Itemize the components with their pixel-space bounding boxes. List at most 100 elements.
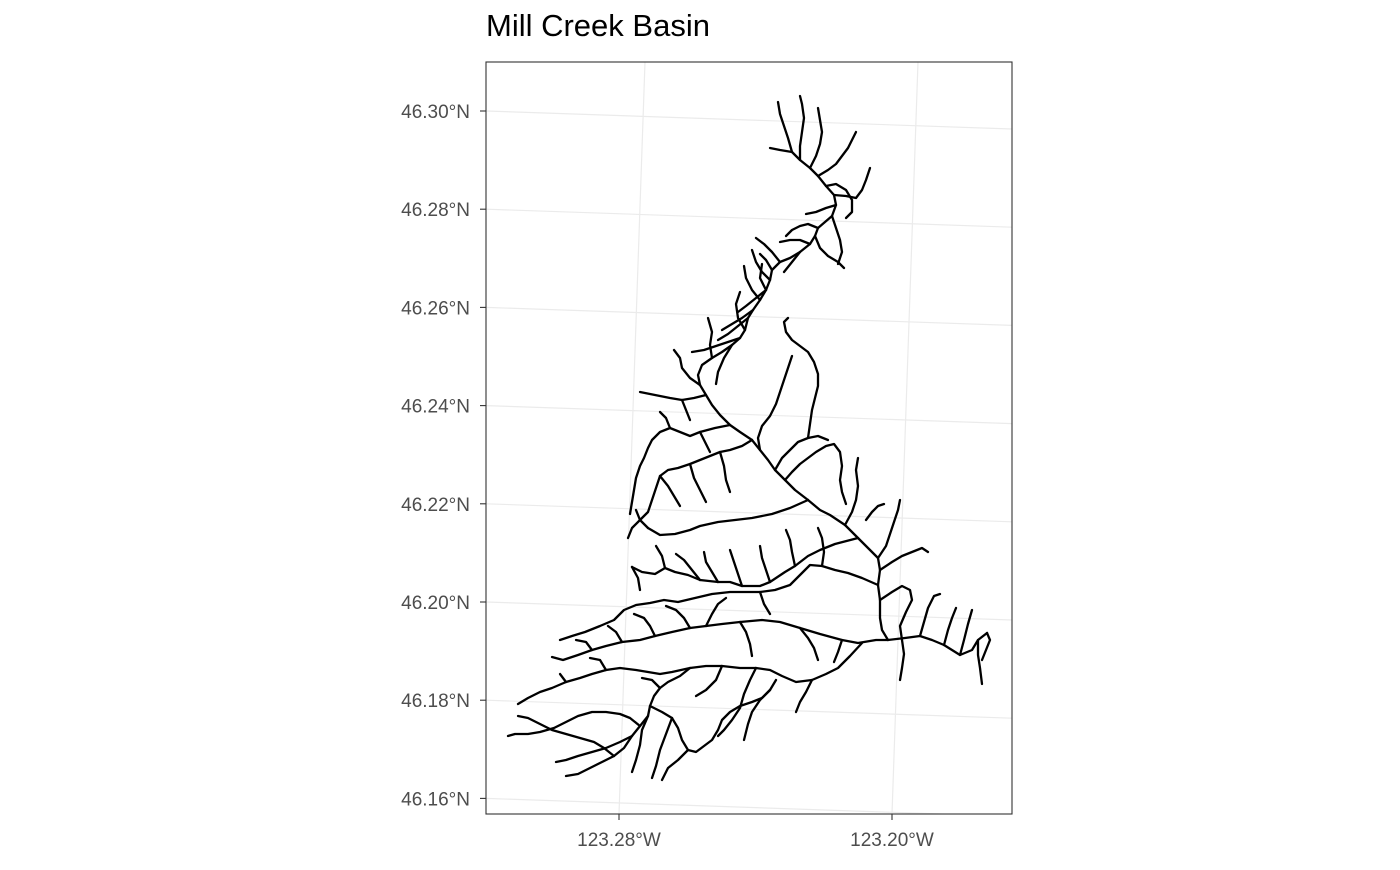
x-tick-label: 123.28°W: [577, 830, 661, 851]
stream-segment: [830, 214, 844, 266]
stream-segment: [750, 248, 772, 282]
y-tick-label: 46.30°N: [401, 102, 470, 123]
y-axis: 46.30°N 46.28°N 46.26°N 46.24°N 46.22°N 46.20…: [401, 102, 486, 810]
y-tick-label: 46.24°N: [401, 397, 470, 418]
stream-segment: [824, 182, 854, 220]
stream-segment: [813, 234, 846, 270]
stream-segment: [773, 434, 830, 472]
map-title: Mill Creek Basin: [486, 8, 710, 43]
stream-segment: [742, 688, 772, 742]
stream-segment: [634, 508, 650, 530]
stream-segment: [754, 236, 782, 264]
stream-segment: [630, 714, 650, 774]
stream-segment: [784, 222, 820, 238]
stream-segment: [768, 146, 794, 154]
parallel-gridline: [486, 503, 1012, 523]
stream-segment: [694, 664, 724, 698]
stream-segment: [650, 716, 674, 780]
stream-segment: [698, 430, 712, 454]
stream-segment: [630, 536, 860, 588]
y-tick-label: 46.16°N: [401, 789, 470, 810]
stream-segment: [696, 150, 890, 642]
y-tick-label: 46.22°N: [401, 495, 470, 516]
stream-segment: [588, 656, 608, 672]
stream-segment: [550, 618, 989, 662]
stream-segment: [798, 626, 820, 662]
stream-segment: [716, 316, 750, 342]
parallel-gridline: [486, 208, 1012, 228]
stream-segment: [648, 678, 778, 754]
stream-network: [506, 94, 992, 782]
stream-segment: [660, 748, 690, 782]
stream-segment: [784, 528, 797, 568]
stream-segment: [758, 590, 772, 616]
stream-segment: [632, 612, 657, 638]
stream-segment: [756, 354, 794, 452]
meridian-gridline: [618, 62, 646, 814]
stream-segment: [640, 676, 662, 690]
stream-segment: [646, 498, 810, 537]
panel-border: [485, 61, 1013, 815]
stream-segment: [690, 336, 742, 354]
parallel-gridline: [486, 110, 1012, 130]
stream-segment: [816, 130, 858, 178]
stream-segment: [742, 264, 762, 302]
y-tick-label: 46.18°N: [401, 691, 470, 712]
stream-segment: [506, 710, 642, 738]
stream-segment: [674, 552, 702, 582]
stream-segment: [738, 620, 754, 658]
stream-segment: [782, 316, 820, 440]
stream-segment: [706, 316, 714, 360]
y-tick-label: 46.28°N: [401, 200, 470, 221]
stream-segment: [758, 544, 772, 584]
stream-segment: [606, 624, 624, 644]
stream-segment: [630, 565, 642, 592]
x-tick-label: 123.20°W: [850, 830, 934, 851]
stream-segment: [776, 100, 794, 154]
stream-segment: [728, 548, 744, 588]
stream-segment: [628, 423, 732, 516]
stream-segment: [558, 563, 880, 642]
stream-segment: [574, 638, 594, 652]
stream-segment: [758, 262, 768, 292]
stream-segment: [878, 584, 914, 682]
stream-segment: [720, 308, 755, 332]
stream-segment: [808, 106, 824, 170]
stream-segment: [680, 398, 692, 422]
stream-segment: [832, 166, 872, 200]
parallel-gridline: [486, 405, 1012, 425]
stream-segment: [782, 250, 802, 274]
meridian-gridline: [891, 62, 919, 814]
stream-segment: [980, 631, 992, 662]
stream-segment: [672, 348, 702, 387]
stream-segment: [942, 606, 958, 647]
stream-segment: [554, 734, 634, 764]
stream-segment: [688, 462, 708, 504]
stream-segment: [736, 288, 768, 314]
stream-segment: [626, 438, 754, 540]
stream-segment: [658, 410, 672, 430]
stream-segment: [876, 498, 902, 560]
stream-segment: [843, 456, 860, 527]
stream-segment: [783, 442, 848, 506]
parallel-gridline: [486, 699, 1012, 719]
stream-segment: [832, 638, 844, 664]
x-axis: 123.28°W 123.20°W: [577, 814, 934, 851]
stream-segment: [878, 546, 930, 572]
stream-segment: [638, 390, 708, 402]
stream-segment: [704, 596, 728, 628]
y-tick-label: 46.26°N: [401, 298, 470, 319]
parallel-gridline: [486, 797, 960, 814]
stream-segment: [664, 604, 692, 630]
stream-segment: [976, 638, 984, 686]
stream-segment: [794, 678, 814, 714]
stream-segment: [718, 450, 732, 494]
stream-segment: [758, 252, 774, 272]
y-tick-label: 46.20°N: [401, 593, 470, 614]
stream-segment: [654, 544, 667, 570]
stream-segment: [778, 238, 812, 246]
stream-segment: [516, 641, 864, 706]
stream-segment: [958, 608, 974, 657]
